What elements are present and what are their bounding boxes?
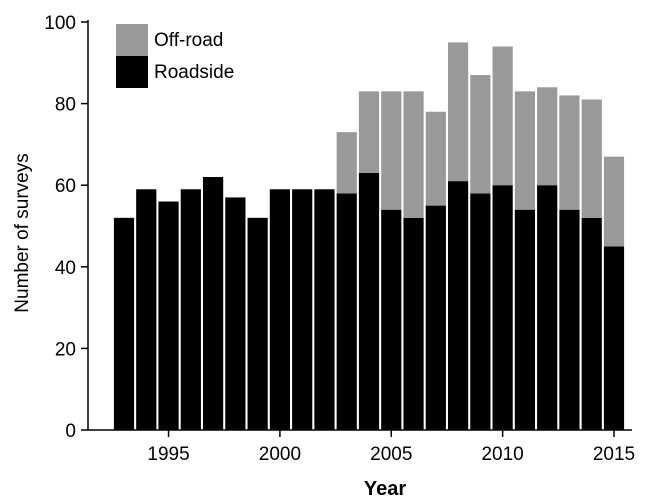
bar-roadside-1995 — [158, 201, 179, 430]
bar-roadside-2011 — [514, 209, 536, 430]
bar-roadside-2004 — [358, 172, 380, 430]
bar-roadside-2015 — [603, 246, 625, 430]
bar-roadside-1993 — [113, 217, 135, 430]
bar-off-road-2015 — [603, 156, 625, 247]
legend-label-roadside: Roadside — [154, 62, 234, 83]
y-tick-label-100: 100 — [44, 13, 76, 34]
x-tick-label-2015: 2015 — [593, 444, 635, 465]
legend: Off-road Roadside — [116, 24, 234, 88]
bar-off-road-2014 — [581, 99, 602, 218]
bar-off-road-2012 — [537, 87, 558, 186]
legend-swatch-roadside — [116, 56, 148, 88]
y-tick-label-40: 40 — [55, 258, 76, 279]
bar-off-road-2010 — [492, 46, 513, 186]
bar-roadside-2007 — [425, 205, 446, 430]
x-tick-label-2010: 2010 — [481, 444, 523, 465]
bar-off-road-2004 — [358, 91, 380, 173]
y-tick-label-60: 60 — [55, 176, 76, 197]
bar-roadside-2006 — [403, 217, 424, 430]
x-tick-label-1995: 1995 — [147, 444, 189, 465]
bar-roadside-2009 — [470, 193, 491, 430]
y-tick-label-80: 80 — [55, 95, 76, 116]
bar-roadside-2003 — [336, 193, 357, 430]
axes-group: 0 20 40 60 80 100 1995 2000 2005 2010 2015 — [44, 13, 635, 465]
bar-roadside-1998 — [225, 197, 246, 430]
bars-group — [113, 42, 625, 430]
bar-off-road-2005 — [381, 91, 402, 210]
bar-roadside-2014 — [581, 217, 602, 430]
bar-roadside-2010 — [492, 185, 513, 430]
y-axis-title: Number of surveys — [12, 153, 33, 312]
x-axis-title: Year — [364, 478, 406, 498]
bar-off-road-2011 — [514, 91, 536, 210]
bar-off-road-2007 — [425, 111, 446, 206]
bar-roadside-1994 — [136, 189, 157, 430]
bar-roadside-2005 — [381, 209, 402, 430]
bar-roadside-1996 — [180, 189, 201, 430]
bar-off-road-2009 — [470, 75, 491, 194]
y-tick-label-20: 20 — [55, 339, 76, 360]
bar-off-road-2013 — [559, 95, 580, 210]
bar-roadside-2012 — [537, 185, 558, 430]
y-tick-label-0: 0 — [65, 421, 76, 442]
bar-roadside-2000 — [269, 189, 291, 430]
bar-roadside-2002 — [314, 189, 335, 430]
bar-roadside-1997 — [202, 177, 224, 430]
x-tick-label-2005: 2005 — [370, 444, 412, 465]
bar-roadside-2013 — [559, 209, 580, 430]
x-tick-label-2000: 2000 — [259, 444, 301, 465]
bar-roadside-2008 — [447, 181, 469, 430]
bar-off-road-2008 — [447, 42, 469, 182]
bar-off-road-2006 — [403, 91, 424, 218]
bar-roadside-2001 — [292, 189, 313, 430]
bar-off-road-2003 — [336, 132, 357, 194]
legend-swatch-off-road — [116, 24, 148, 56]
bar-roadside-1999 — [247, 217, 268, 430]
legend-label-off-road: Off-road — [154, 30, 223, 51]
